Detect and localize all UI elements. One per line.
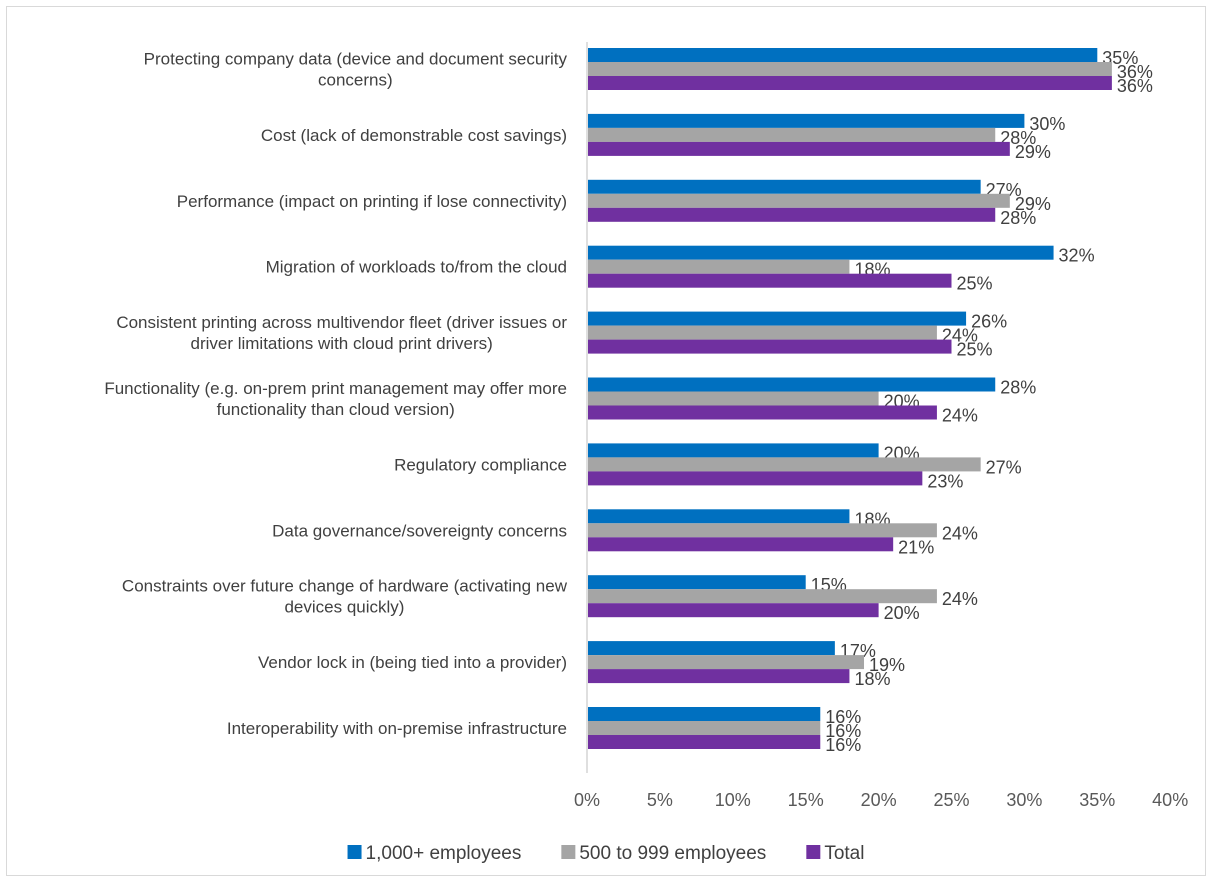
bar (588, 113, 1025, 128)
bar (588, 48, 1098, 62)
bar (588, 311, 967, 326)
bar (588, 339, 952, 354)
data-label: 26% (971, 312, 1007, 332)
category-label: Cost (lack of demonstrable cost savings) (261, 126, 567, 145)
x-tick-label: 5% (647, 790, 673, 810)
data-label: 29% (1015, 142, 1051, 162)
data-label: 21% (898, 537, 934, 557)
category-label: Vendor lock in (being tied into a provid… (258, 653, 567, 672)
x-tick-label: 15% (788, 790, 824, 810)
bar (588, 141, 1010, 156)
legend-label: 1,000+ employees (366, 843, 522, 864)
bar (588, 259, 850, 274)
bar (588, 127, 996, 142)
data-label: 28% (1000, 208, 1036, 228)
bar (588, 655, 865, 670)
bar (588, 245, 1054, 260)
bar (588, 509, 850, 524)
x-tick-label: 0% (574, 790, 600, 810)
data-label: 30% (1029, 114, 1065, 134)
bar (588, 377, 996, 392)
category-label: Migration of workloads to/from the cloud (266, 258, 567, 277)
data-label: 36% (1117, 76, 1153, 96)
data-label: 16% (825, 707, 861, 727)
x-tick-label: 40% (1152, 790, 1188, 810)
legend-swatch (561, 845, 576, 859)
category-label: Consistent printing across multivendor f… (116, 313, 567, 332)
bar (588, 471, 923, 486)
x-tick-label: 30% (1006, 790, 1042, 810)
category-label: concerns) (318, 71, 393, 90)
category-label: Interoperability with on-premise infrast… (227, 719, 567, 738)
legend-label: 500 to 999 employees (579, 843, 766, 864)
category-label: devices quickly) (284, 598, 404, 617)
bar (588, 669, 850, 684)
data-label: 27% (986, 457, 1022, 477)
category-label: Regulatory compliance (394, 455, 567, 474)
bar (588, 641, 835, 656)
data-label: 29% (1015, 194, 1051, 214)
bar (588, 575, 806, 590)
data-label: 28% (1000, 378, 1036, 398)
data-label: 23% (927, 471, 963, 491)
x-tick-label: 10% (715, 790, 751, 810)
category-label: driver limitations with cloud print driv… (190, 334, 492, 353)
data-label: 24% (942, 589, 978, 609)
category-label: Performance (impact on printing if lose … (177, 192, 567, 211)
x-tick-label: 25% (933, 790, 969, 810)
data-label: 19% (869, 655, 905, 675)
data-label: 24% (942, 523, 978, 543)
data-label: 25% (957, 340, 993, 360)
bar (588, 707, 821, 721)
data-label: 16% (825, 735, 861, 755)
bar (588, 735, 821, 749)
bar (588, 325, 937, 340)
data-label: 32% (1059, 246, 1095, 266)
legend-label: Total (824, 843, 864, 864)
legend-swatch (806, 845, 821, 859)
data-label: 16% (825, 721, 861, 741)
bar (588, 405, 937, 420)
category-label: functionality than cloud version) (217, 400, 455, 419)
category-label: Constraints over future change of hardwa… (122, 577, 568, 596)
bar (588, 457, 981, 472)
legend-swatch (347, 845, 362, 859)
bar (588, 537, 894, 552)
x-tick-label: 20% (861, 790, 897, 810)
category-label: Protecting company data (device and docu… (144, 50, 568, 69)
bar (588, 443, 879, 458)
bar (588, 207, 996, 222)
data-label: 25% (957, 274, 993, 294)
bar (588, 589, 937, 604)
data-label: 36% (1117, 62, 1153, 82)
bar (588, 76, 1112, 90)
bar (588, 391, 879, 406)
bar (588, 523, 937, 538)
category-label: Data governance/sovereignty concerns (272, 521, 567, 540)
data-label: 18% (854, 669, 890, 689)
bar (588, 603, 879, 618)
data-label: 20% (884, 603, 920, 623)
bar (588, 193, 1010, 208)
bar (588, 62, 1112, 76)
bar (588, 179, 981, 194)
category-label: Functionality (e.g. on-prem print manage… (104, 379, 567, 398)
bar (588, 721, 821, 735)
x-tick-label: 35% (1079, 790, 1115, 810)
data-label: 24% (942, 406, 978, 426)
bar (588, 273, 952, 288)
